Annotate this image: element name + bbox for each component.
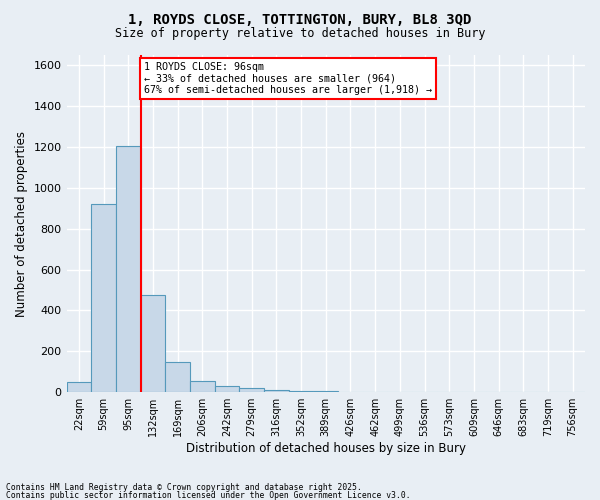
Bar xyxy=(239,388,264,392)
Bar xyxy=(264,390,289,392)
Bar xyxy=(289,391,313,392)
Bar xyxy=(116,146,140,392)
Bar xyxy=(91,204,116,392)
Text: Size of property relative to detached houses in Bury: Size of property relative to detached ho… xyxy=(115,28,485,40)
Y-axis label: Number of detached properties: Number of detached properties xyxy=(15,130,28,316)
Text: Contains HM Land Registry data © Crown copyright and database right 2025.: Contains HM Land Registry data © Crown c… xyxy=(6,484,362,492)
Text: 1 ROYDS CLOSE: 96sqm
← 33% of detached houses are smaller (964)
67% of semi-deta: 1 ROYDS CLOSE: 96sqm ← 33% of detached h… xyxy=(145,62,433,95)
Bar xyxy=(165,362,190,392)
Bar xyxy=(140,295,165,392)
Text: 1, ROYDS CLOSE, TOTTINGTON, BURY, BL8 3QD: 1, ROYDS CLOSE, TOTTINGTON, BURY, BL8 3Q… xyxy=(128,12,472,26)
Bar xyxy=(67,382,91,392)
X-axis label: Distribution of detached houses by size in Bury: Distribution of detached houses by size … xyxy=(186,442,466,455)
Bar xyxy=(313,391,338,392)
Text: Contains public sector information licensed under the Open Government Licence v3: Contains public sector information licen… xyxy=(6,490,410,500)
Bar xyxy=(215,386,239,392)
Bar xyxy=(190,381,215,392)
